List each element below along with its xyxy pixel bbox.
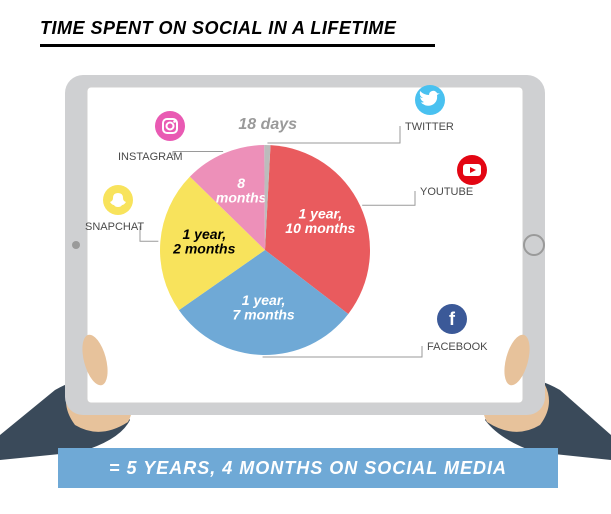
instagram-icon bbox=[155, 111, 185, 141]
summary-text: = 5 YEARS, 4 MONTHS ON SOCIAL MEDIA bbox=[109, 458, 507, 479]
callout-label-snapchat: SNAPCHAT bbox=[85, 221, 144, 233]
callout-label-instagram: INSTAGRAM bbox=[118, 151, 183, 163]
callout-label-facebook: FACEBOOK bbox=[427, 341, 488, 353]
summary-bar: = 5 YEARS, 4 MONTHS ON SOCIAL MEDIA bbox=[58, 448, 558, 488]
page-title: TIME SPENT ON SOCIAL IN A LIFETIME bbox=[40, 18, 396, 39]
callout-label-twitter: TWITTER bbox=[405, 121, 454, 133]
callout-label-youtube: YOUTUBE bbox=[420, 186, 473, 198]
stage: TIME SPENT ON SOCIAL IN A LIFETIME 1 yea… bbox=[0, 0, 611, 514]
svg-text:f: f bbox=[449, 309, 456, 329]
svg-text:18 days: 18 days bbox=[238, 116, 297, 133]
scene-svg: 1 year,10 months1 year,7 months1 year,2 … bbox=[0, 40, 611, 460]
